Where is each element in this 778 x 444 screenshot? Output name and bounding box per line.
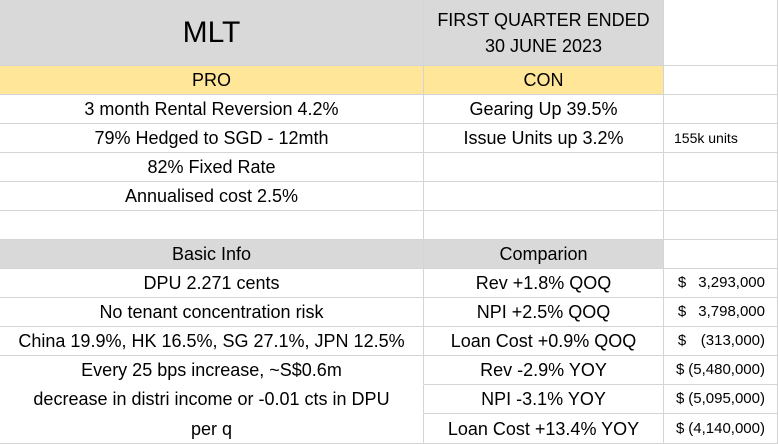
pro-text: 79% Hedged to SGD - 12mth — [94, 128, 329, 148]
basic-info-cell-4[interactable]: Every 25 bps increase, ~S$0.6m — [0, 356, 424, 385]
comparison-text: Rev +1.8% QOQ — [475, 273, 612, 293]
basic-info-cell-1[interactable]: DPU 2.271 cents — [0, 269, 424, 298]
comparison-text: Loan Cost +0.9% QOQ — [450, 331, 637, 351]
basic-info-text: China 19.9%, HK 16.5%, SG 27.1%, JPN 12.… — [18, 331, 405, 351]
con-text: Issue Units up 3.2% — [463, 128, 624, 148]
con-note-cell[interactable]: 155k units — [664, 124, 778, 153]
amount-cell-3[interactable]: $ (313,000) — [664, 327, 778, 356]
amount-text: (5,480,000) — [688, 361, 765, 378]
amount-text: (5,095,000) — [688, 390, 765, 407]
pro-cell-2[interactable]: 79% Hedged to SGD - 12mth — [0, 124, 424, 153]
pro-text: 82% Fixed Rate — [147, 157, 276, 177]
currency-symbol: $ — [677, 332, 687, 349]
con-note-text: 155k units — [674, 130, 738, 146]
pro-cell-1[interactable]: 3 month Rental Reversion 4.2% — [0, 95, 424, 124]
comparison-header: Comparion — [499, 244, 588, 264]
amount-cell-6[interactable]: $ (4,140,000) — [664, 414, 778, 444]
comparison-cell-2[interactable]: NPI +2.5% QOQ — [424, 298, 664, 327]
basic-info-cell-6[interactable]: per q — [0, 414, 424, 444]
basic-info-header: Basic Info — [171, 244, 252, 264]
empty-cell[interactable] — [664, 211, 778, 240]
comparison-text: Loan Cost +13.4% YOY — [447, 418, 640, 439]
empty-cell[interactable] — [424, 153, 664, 182]
pro-header: PRO — [191, 70, 231, 90]
basic-info-text: per q — [190, 418, 233, 439]
currency-symbol: $ — [675, 390, 685, 407]
amount-cell-4[interactable]: $ (5,480,000) — [664, 356, 778, 385]
empty-cell[interactable] — [0, 211, 424, 240]
con-cell-1[interactable]: Gearing Up 39.5% — [424, 95, 664, 124]
amount-text: (4,140,000) — [688, 419, 765, 437]
empty-cell[interactable] — [424, 182, 664, 211]
empty-cell[interactable] — [664, 95, 778, 124]
con-header: CON — [523, 70, 564, 90]
amount-text: 3,798,000 — [698, 303, 765, 320]
comparison-text: NPI -3.1% YOY — [481, 389, 606, 409]
empty-cell[interactable] — [664, 66, 778, 95]
con-header-cell[interactable]: CON — [424, 66, 664, 95]
pro-text: Annualised cost 2.5% — [124, 186, 299, 206]
title-cell[interactable]: MLT — [0, 0, 424, 66]
basic-info-cell-3[interactable]: China 19.9%, HK 16.5%, SG 27.1%, JPN 12.… — [0, 327, 424, 356]
basic-info-text: No tenant concentration risk — [99, 302, 324, 322]
comparison-text: Rev -2.9% YOY — [480, 360, 607, 380]
comparison-cell-4[interactable]: Rev -2.9% YOY — [424, 356, 664, 385]
pro-cell-3[interactable]: 82% Fixed Rate — [0, 153, 424, 182]
quarter-line1: FIRST QUARTER ENDED — [437, 9, 650, 30]
con-cell-2[interactable]: Issue Units up 3.2% — [424, 124, 664, 153]
pro-text: 3 month Rental Reversion 4.2% — [84, 99, 339, 119]
basic-info-text: Every 25 bps increase, ~S$0.6m — [81, 360, 342, 380]
amount-cell-2[interactable]: $ 3,798,000 — [664, 298, 778, 327]
basic-info-header-cell[interactable]: Basic Info — [0, 240, 424, 269]
comparison-cell-5[interactable]: NPI -3.1% YOY — [424, 385, 664, 414]
empty-cell[interactable] — [664, 0, 778, 66]
quarter-line2: 30 JUNE 2023 — [484, 35, 603, 56]
comparison-cell-6[interactable]: Loan Cost +13.4% YOY — [424, 414, 664, 444]
basic-info-cell-5[interactable]: decrease in distri income or -0.01 cts i… — [0, 385, 424, 414]
currency-symbol: $ — [677, 274, 687, 291]
currency-symbol: $ — [677, 303, 687, 320]
title-text: MLT — [182, 15, 241, 49]
basic-info-cell-2[interactable]: No tenant concentration risk — [0, 298, 424, 327]
comparison-header-cell[interactable]: Comparion — [424, 240, 664, 269]
comparison-cell-1[interactable]: Rev +1.8% QOQ — [424, 269, 664, 298]
con-text: Gearing Up 39.5% — [469, 99, 618, 119]
amount-text: (313,000) — [700, 332, 765, 349]
quarter-cell[interactable]: FIRST QUARTER ENDED 30 JUNE 2023 — [424, 0, 664, 66]
empty-cell[interactable] — [664, 182, 778, 211]
amount-text: 3,293,000 — [698, 274, 765, 291]
empty-cell[interactable] — [424, 211, 664, 240]
empty-cell[interactable] — [664, 153, 778, 182]
comparison-text: NPI +2.5% QOQ — [476, 302, 611, 322]
basic-info-text: decrease in distri income or -0.01 cts i… — [33, 389, 390, 409]
empty-cell[interactable] — [664, 240, 778, 269]
currency-symbol: $ — [675, 361, 685, 378]
currency-symbol: $ — [675, 419, 685, 437]
amount-cell-5[interactable]: $ (5,095,000) — [664, 385, 778, 414]
pro-header-cell[interactable]: PRO — [0, 66, 424, 95]
comparison-cell-3[interactable]: Loan Cost +0.9% QOQ — [424, 327, 664, 356]
amount-cell-1[interactable]: $ 3,293,000 — [664, 269, 778, 298]
pro-cell-4[interactable]: Annualised cost 2.5% — [0, 182, 424, 211]
basic-info-text: DPU 2.271 cents — [143, 273, 280, 293]
